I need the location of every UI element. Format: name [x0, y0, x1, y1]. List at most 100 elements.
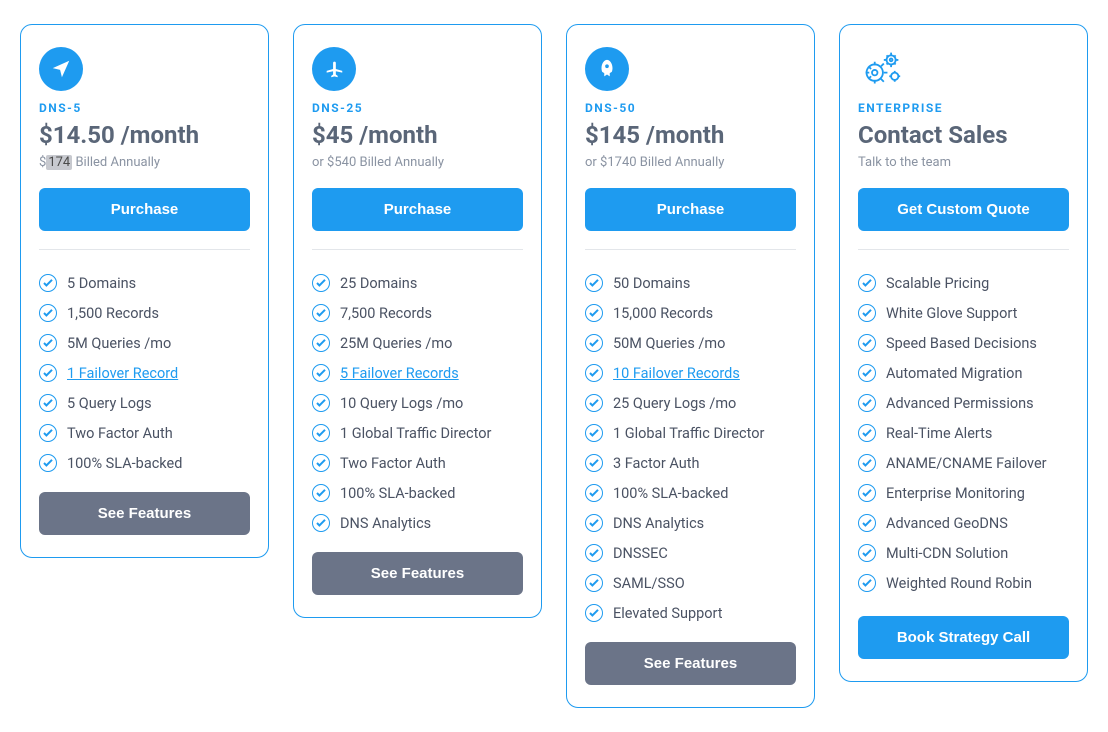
- plan-name: DNS-50: [585, 101, 796, 115]
- feature-item: ANAME/CNAME Failover: [858, 448, 1069, 478]
- divider: [585, 249, 796, 250]
- feature-item: Two Factor Auth: [312, 448, 523, 478]
- feature-item: 25 Domains: [312, 268, 523, 298]
- feature-item: Two Factor Auth: [39, 418, 250, 448]
- plan-card-dns-5: DNS-5$14.50 /month$174 Billed AnnuallyPu…: [20, 24, 269, 558]
- highlight-amount: 174: [46, 155, 72, 170]
- send-icon: [39, 47, 83, 91]
- feature-item: Elevated Support: [585, 598, 796, 628]
- check-icon: [39, 394, 57, 412]
- feature-text: 10 Query Logs /mo: [340, 395, 463, 412]
- divider: [312, 249, 523, 250]
- feature-item[interactable]: 5 Failover Records: [312, 358, 523, 388]
- feature-item: 25 Query Logs /mo: [585, 388, 796, 418]
- plan-card-enterprise: ENTERPRISEContact SalesTalk to the teamG…: [839, 24, 1088, 682]
- check-icon: [585, 484, 603, 502]
- feature-item: 10 Query Logs /mo: [312, 388, 523, 418]
- plan-name: DNS-5: [39, 101, 250, 115]
- feature-list: 25 Domains7,500 Records 25M Queries /mo 5 …: [312, 268, 523, 538]
- check-icon: [39, 424, 57, 442]
- feature-text: DNS Analytics: [613, 515, 704, 532]
- feature-link[interactable]: 10 Failover Records: [613, 365, 740, 382]
- check-icon: [312, 394, 330, 412]
- pricing-plans: DNS-5$14.50 /month$174 Billed AnnuallyPu…: [20, 24, 1088, 708]
- feature-text: White Glove Support: [886, 305, 1017, 322]
- feature-text: 25 Query Logs /mo: [613, 395, 736, 412]
- feature-item: 7,500 Records: [312, 298, 523, 328]
- feature-item[interactable]: 10 Failover Records: [585, 358, 796, 388]
- check-icon: [585, 454, 603, 472]
- feature-item: DNS Analytics: [585, 508, 796, 538]
- feature-text: Multi-CDN Solution: [886, 545, 1008, 562]
- feature-text: 1 Global Traffic Director: [613, 425, 764, 442]
- check-icon: [585, 604, 603, 622]
- feature-item: Speed Based Decisions: [858, 328, 1069, 358]
- feature-item: 3 Factor Auth: [585, 448, 796, 478]
- check-icon: [858, 364, 876, 382]
- feature-link[interactable]: 5 Failover Records: [340, 365, 459, 382]
- check-icon: [39, 274, 57, 292]
- plan-sub: $174 Billed Annually: [39, 155, 250, 170]
- check-icon: [585, 424, 603, 442]
- check-icon: [585, 304, 603, 322]
- feature-item[interactable]: 1 Failover Record: [39, 358, 250, 388]
- feature-text: Enterprise Monitoring: [886, 485, 1025, 502]
- feature-item: Enterprise Monitoring: [858, 478, 1069, 508]
- feature-item: 15,000 Records: [585, 298, 796, 328]
- check-icon: [858, 514, 876, 532]
- feature-text: Automated Migration: [886, 365, 1022, 382]
- secondary-btn-dns-50[interactable]: See Features: [585, 642, 796, 685]
- feature-item: White Glove Support: [858, 298, 1069, 328]
- feature-item: 5 Domains: [39, 268, 250, 298]
- feature-text: 50 Domains: [613, 275, 690, 292]
- check-icon: [585, 364, 603, 382]
- check-icon: [858, 394, 876, 412]
- check-icon: [858, 334, 876, 352]
- primary-btn-dns-25[interactable]: Purchase: [312, 188, 523, 231]
- feature-text: ANAME/CNAME Failover: [886, 455, 1047, 472]
- check-icon: [39, 334, 57, 352]
- gears-icon: [858, 47, 906, 91]
- plan-sub: or $1740 Billed Annually: [585, 155, 796, 170]
- check-icon: [312, 304, 330, 322]
- feature-item: 5M Queries /mo: [39, 328, 250, 358]
- feature-text: Scalable Pricing: [886, 275, 989, 292]
- check-icon: [312, 274, 330, 292]
- feature-text: DNSSEC: [613, 545, 668, 562]
- plan-name: ENTERPRISE: [858, 101, 1069, 115]
- feature-text: 25M Queries /mo: [340, 335, 452, 352]
- secondary-btn-dns-5[interactable]: See Features: [39, 492, 250, 535]
- feature-text: SAML/SSO: [613, 575, 685, 592]
- feature-link[interactable]: 1 Failover Record: [67, 365, 178, 382]
- check-icon: [312, 514, 330, 532]
- primary-btn-dns-5[interactable]: Purchase: [39, 188, 250, 231]
- feature-text: 100% SLA-backed: [67, 455, 182, 472]
- feature-item: Advanced GeoDNS: [858, 508, 1069, 538]
- feature-list: 50 Domains15,000 Records50M Queries /mo1…: [585, 268, 796, 628]
- feature-text: 100% SLA-backed: [340, 485, 455, 502]
- feature-text: 5 Domains: [67, 275, 136, 292]
- check-icon: [312, 334, 330, 352]
- plan-price: Contact Sales: [858, 121, 1069, 149]
- feature-item: 100% SLA-backed: [585, 478, 796, 508]
- primary-btn-dns-50[interactable]: Purchase: [585, 188, 796, 231]
- check-icon: [858, 454, 876, 472]
- plan-price: $145 /month: [585, 121, 796, 149]
- check-icon: [312, 364, 330, 382]
- primary-btn-enterprise[interactable]: Get Custom Quote: [858, 188, 1069, 231]
- feature-text: Speed Based Decisions: [886, 335, 1037, 352]
- check-icon: [312, 484, 330, 502]
- check-icon: [585, 514, 603, 532]
- feature-item: DNSSEC: [585, 538, 796, 568]
- secondary-btn-dns-25[interactable]: See Features: [312, 552, 523, 595]
- feature-item: 1 Global Traffic Director: [312, 418, 523, 448]
- feature-item: 5 Query Logs: [39, 388, 250, 418]
- secondary-btn-enterprise[interactable]: Book Strategy Call: [858, 616, 1069, 659]
- feature-list: 5 Domains1,500 Records5M Queries /mo1 Fa…: [39, 268, 250, 478]
- feature-item: Real-Time Alerts: [858, 418, 1069, 448]
- check-icon: [858, 544, 876, 562]
- plane-icon: [312, 47, 356, 91]
- plan-price: $45 /month: [312, 121, 523, 149]
- plan-card-dns-25: DNS-25$45 /monthor $540 Billed AnnuallyP…: [293, 24, 542, 618]
- check-icon: [585, 544, 603, 562]
